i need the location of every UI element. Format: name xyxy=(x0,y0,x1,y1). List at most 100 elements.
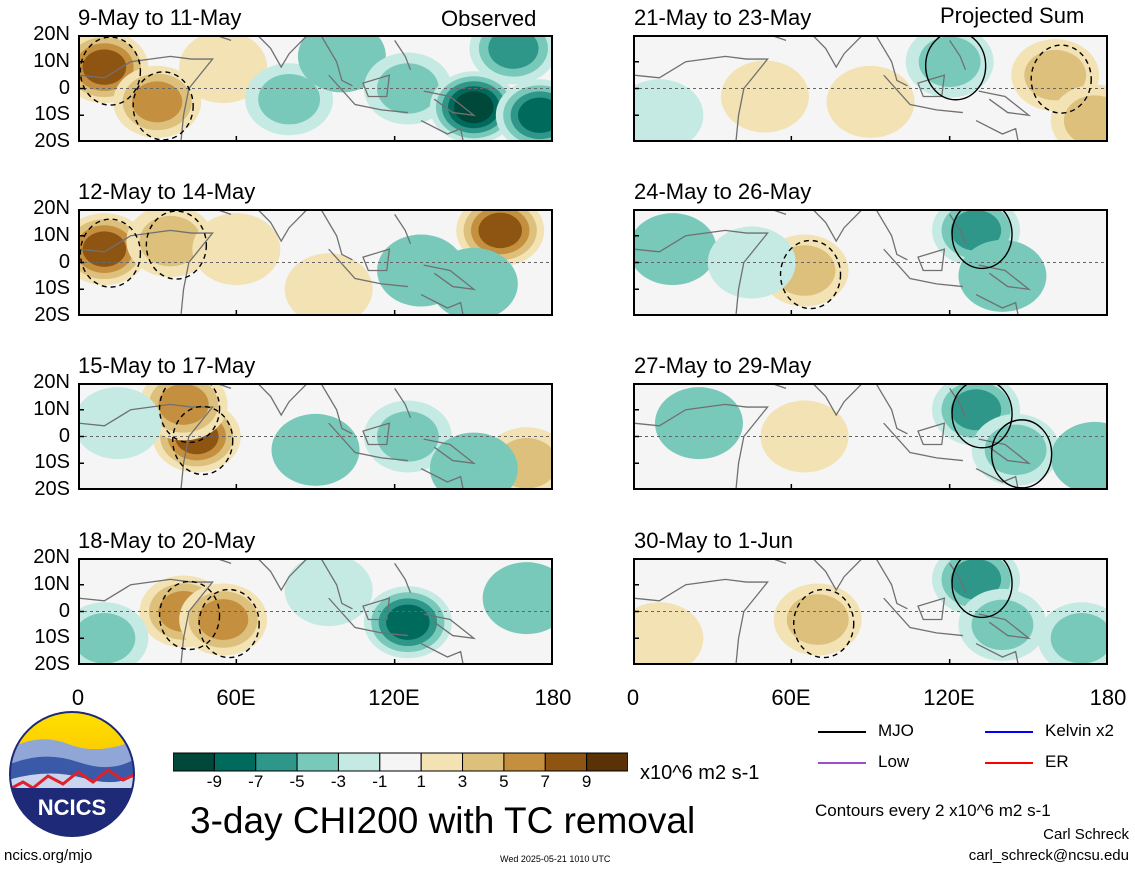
coastline xyxy=(633,383,1032,490)
anomaly-region xyxy=(78,613,136,664)
x-tick-180-left: 180 xyxy=(534,685,572,710)
y-tick-label: 20S xyxy=(34,130,70,152)
mjo-contour xyxy=(779,239,842,310)
panel-title-obs-2: 12-May to 14-May xyxy=(78,179,256,204)
mjo-contour xyxy=(158,383,221,444)
anomaly-region xyxy=(386,604,430,640)
anomaly-region xyxy=(284,558,373,627)
units-label: x10^6 m2 s-1 xyxy=(640,762,760,784)
anomaly-region xyxy=(429,247,518,316)
y-tick-label: 20S xyxy=(34,304,70,326)
colorbar-label: 1 xyxy=(416,772,426,791)
anomaly-region xyxy=(984,424,1047,476)
panel-frame xyxy=(78,209,553,316)
anomaly-region xyxy=(1050,421,1108,490)
legend-line-mjo xyxy=(818,731,866,733)
colorbar-label: -7 xyxy=(248,772,264,791)
anomaly-region xyxy=(82,49,127,85)
y-tick-label: 20S xyxy=(34,478,70,500)
colorbar-label: 7 xyxy=(540,772,550,791)
y-tick-label: 10S xyxy=(34,451,70,474)
anomaly-region xyxy=(950,389,1002,431)
mjo-contour xyxy=(990,419,1053,489)
anomaly-region xyxy=(179,35,268,104)
x-tick-0-left: 0 xyxy=(71,685,85,710)
legend-line-kelvin xyxy=(985,731,1033,733)
legend-label-er: ER xyxy=(1045,752,1069,771)
coastline xyxy=(78,209,477,316)
colorbar-swatch xyxy=(379,752,422,772)
y-tick-label: 10N xyxy=(33,223,70,246)
anomaly-region xyxy=(271,413,360,486)
panel-frame xyxy=(78,383,553,490)
anomaly-region xyxy=(1063,95,1108,142)
colorbar-label: -5 xyxy=(289,772,305,791)
anomaly-region xyxy=(158,383,209,425)
panel-frame xyxy=(633,209,1108,316)
colorbar-label: -1 xyxy=(372,772,388,791)
y-tick-label: 20N xyxy=(33,546,70,568)
mjo-contour xyxy=(132,71,194,141)
panel-title-proj-1: 21-May to 23-May xyxy=(634,5,812,30)
anomaly-region xyxy=(284,253,373,316)
colorbar-swatch xyxy=(173,752,215,772)
site-link[interactable]: ncics.org/mjo xyxy=(4,847,93,864)
x-tick-180-right: 180 xyxy=(1089,685,1127,710)
anomaly-region xyxy=(720,60,809,133)
colorbar-swatch xyxy=(213,752,257,772)
x-tick-60e-left: 60E xyxy=(216,685,256,710)
map-panel-observed-1 xyxy=(78,35,553,142)
anomaly-region xyxy=(826,65,915,138)
anomaly-region xyxy=(950,558,1002,600)
y-tick-label: 10S xyxy=(34,277,70,300)
mjo-contour xyxy=(951,383,1013,449)
coastline xyxy=(78,383,477,490)
y-tick-label: 10N xyxy=(33,49,70,72)
mjo-contour xyxy=(793,588,855,659)
author-email: carl_schreck@ncsu.edu xyxy=(968,847,1129,864)
y-tick-label: 0 xyxy=(58,250,70,273)
anomaly-region xyxy=(786,594,849,645)
anomaly-region xyxy=(1024,49,1087,101)
coastline xyxy=(633,558,1032,665)
panel-frame xyxy=(633,383,1108,490)
anomaly-region xyxy=(1050,613,1108,664)
x-tick-120e-right: 120E xyxy=(923,685,975,710)
mjo-contour xyxy=(79,36,142,106)
timestamp: Wed 2025-05-21 1010 UTC xyxy=(500,854,611,864)
y-tick-label: 0 xyxy=(58,424,70,447)
colorbar-label: 5 xyxy=(499,772,509,791)
legend-label-low: Low xyxy=(878,752,910,771)
y-tick-label: 20N xyxy=(33,23,70,45)
map-panel-projected-3 xyxy=(633,383,1108,490)
anomaly-region xyxy=(633,213,717,286)
legend-label-kelvin: Kelvin x2 xyxy=(1045,721,1114,740)
observed-tag: Observed xyxy=(441,6,537,31)
mjo-contour xyxy=(158,580,221,651)
anomaly-region xyxy=(78,387,162,460)
legend-line-er xyxy=(985,762,1033,764)
map-panel-projected-2 xyxy=(633,209,1108,316)
colorbar-swatch xyxy=(296,752,339,772)
y-tick-label: 0 xyxy=(58,599,70,622)
anomaly-region xyxy=(478,212,523,249)
anomaly-region xyxy=(454,91,494,124)
y-tick-label: 10N xyxy=(33,397,70,420)
anomaly-region xyxy=(633,602,704,665)
map-panel-projected-1 xyxy=(633,35,1108,142)
mjo-contour xyxy=(79,218,142,288)
anomaly-region xyxy=(297,35,386,93)
panel-title-obs-4: 18-May to 20-May xyxy=(78,528,256,553)
panel-frame xyxy=(633,558,1108,665)
anomaly-region xyxy=(376,63,439,114)
logo-text: NCICS xyxy=(38,795,106,820)
y-tick-label: 10N xyxy=(33,572,70,595)
chart-title: 3-day CHI200 with TC removal xyxy=(190,800,696,841)
anomaly-region xyxy=(950,209,1002,251)
panel-frame xyxy=(633,35,1108,142)
y-tick-label: 20N xyxy=(33,197,70,219)
anomaly-region xyxy=(918,36,981,87)
mjo-contour xyxy=(924,35,987,101)
panel-title-proj-3: 27-May to 29-May xyxy=(634,353,812,378)
mjo-contour xyxy=(145,210,208,280)
